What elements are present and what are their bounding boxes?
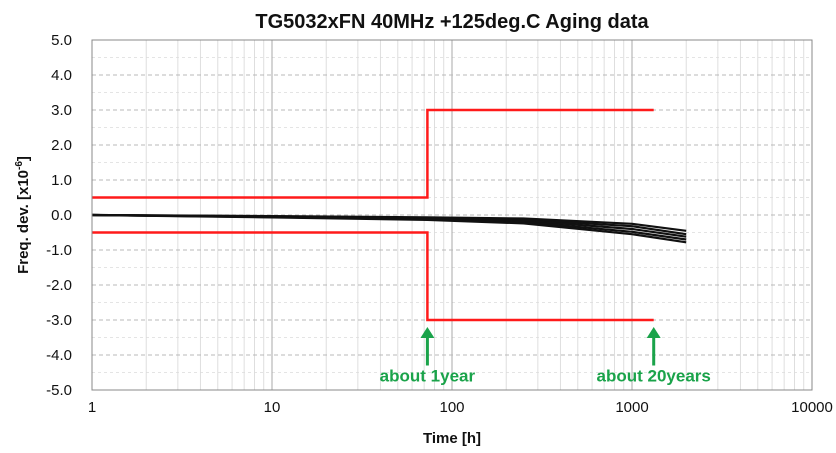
y-tick-label: 0.0 bbox=[51, 207, 72, 224]
chart-title: TG5032xFN 40MHz +125deg.C Aging data bbox=[255, 11, 649, 33]
y-tick-label: 2.0 bbox=[51, 137, 72, 154]
y-tick-label: -1.0 bbox=[46, 242, 72, 259]
x-tick-label: 1 bbox=[88, 399, 96, 416]
x-tick-label: 10 bbox=[264, 399, 281, 416]
y-tick-label: -2.0 bbox=[46, 277, 72, 294]
tick-layer: 1 10 100 1000 10000 5.0 4.0 3.0 2.0 1.0 0.0 -1.0 -2.… bbox=[46, 32, 833, 416]
spec-limit-line bbox=[92, 231, 654, 322]
annotation-label: about 1year bbox=[380, 366, 476, 385]
x-axis-label: Time [h] bbox=[423, 430, 481, 447]
y-tick-label: 1.0 bbox=[51, 172, 72, 189]
y-tick-label: 3.0 bbox=[51, 102, 72, 119]
y-axis-label-prefix: Freq. dev. [x10 bbox=[15, 170, 32, 274]
y-tick-label: 5.0 bbox=[51, 32, 72, 49]
spec-limit-line bbox=[92, 108, 654, 199]
plot-frame bbox=[91, 39, 813, 391]
y-axis-label-exponent: -6 bbox=[14, 161, 25, 170]
x-tick-label: 100 bbox=[439, 399, 464, 416]
y-tick-label: 4.0 bbox=[51, 67, 72, 84]
annotation-arrow-head bbox=[646, 327, 661, 338]
aging-series-line bbox=[91, 213, 687, 244]
y-tick-label: -5.0 bbox=[46, 382, 72, 399]
y-axis-label-suffix: ] bbox=[15, 156, 32, 161]
y-axis-label: Freq. dev. [x10-6] bbox=[14, 156, 32, 274]
annotation-arrow-head bbox=[420, 327, 435, 338]
x-tick-label: 1000 bbox=[615, 399, 648, 416]
y-tick-label: -3.0 bbox=[46, 312, 72, 329]
limit-layer bbox=[92, 108, 654, 322]
y-tick-label: -4.0 bbox=[46, 347, 72, 364]
annotation-label: about 20years bbox=[597, 366, 711, 385]
x-tick-label: 10000 bbox=[791, 399, 833, 416]
series-layer bbox=[91, 213, 687, 244]
annotation-layer: about 1year about 20years bbox=[380, 327, 711, 385]
